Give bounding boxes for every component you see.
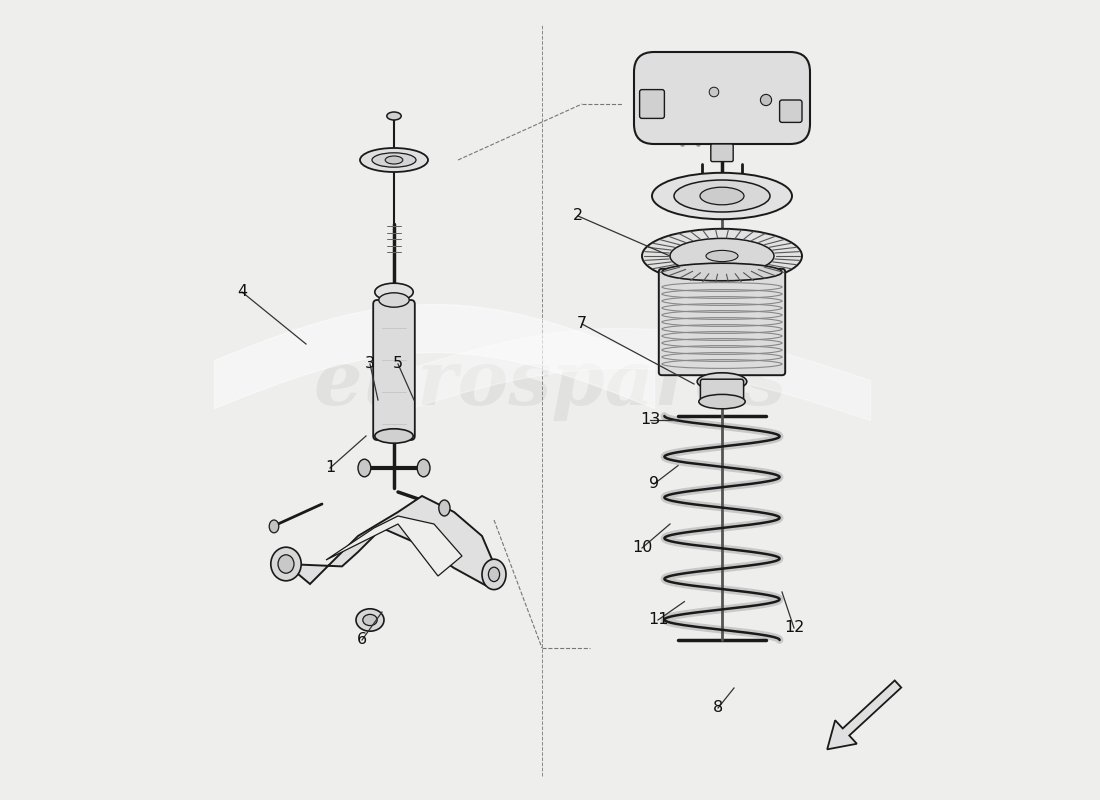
Ellipse shape [642,229,802,283]
Ellipse shape [375,429,414,443]
Circle shape [760,94,771,106]
Ellipse shape [662,263,782,281]
Ellipse shape [652,173,792,219]
Text: 13: 13 [640,413,660,427]
Ellipse shape [363,614,377,626]
FancyBboxPatch shape [780,100,802,122]
FancyBboxPatch shape [639,90,664,118]
Ellipse shape [278,555,294,573]
Text: 9: 9 [649,477,659,491]
Ellipse shape [674,180,770,212]
Ellipse shape [271,547,301,581]
Text: 6: 6 [356,633,367,647]
Ellipse shape [488,567,499,582]
FancyBboxPatch shape [711,144,734,162]
Ellipse shape [417,459,430,477]
Ellipse shape [270,520,278,533]
FancyBboxPatch shape [634,52,810,144]
Text: 12: 12 [784,621,804,635]
Circle shape [710,87,718,97]
Text: 1: 1 [324,461,336,475]
Ellipse shape [697,373,747,390]
Polygon shape [286,496,494,586]
Ellipse shape [356,609,384,631]
FancyArrow shape [827,681,901,750]
Ellipse shape [358,459,371,477]
Text: eurospares: eurospares [314,347,786,421]
Ellipse shape [700,187,744,205]
Text: 11: 11 [648,613,669,627]
FancyBboxPatch shape [373,300,415,440]
Ellipse shape [706,250,738,262]
Text: 3: 3 [365,357,375,371]
Ellipse shape [670,238,774,274]
FancyBboxPatch shape [701,379,744,404]
Ellipse shape [372,153,416,167]
Text: 8: 8 [713,701,723,715]
Text: 4: 4 [236,285,248,299]
Ellipse shape [360,148,428,172]
Ellipse shape [439,500,450,516]
Ellipse shape [375,283,414,301]
Polygon shape [326,516,462,576]
Text: 7: 7 [576,317,587,331]
Ellipse shape [698,394,745,409]
Text: 2: 2 [573,209,583,223]
FancyBboxPatch shape [659,269,785,375]
Text: 5: 5 [393,357,403,371]
Text: 10: 10 [631,541,652,555]
Ellipse shape [387,112,402,120]
Ellipse shape [385,156,403,164]
Ellipse shape [378,293,409,307]
Ellipse shape [482,559,506,590]
